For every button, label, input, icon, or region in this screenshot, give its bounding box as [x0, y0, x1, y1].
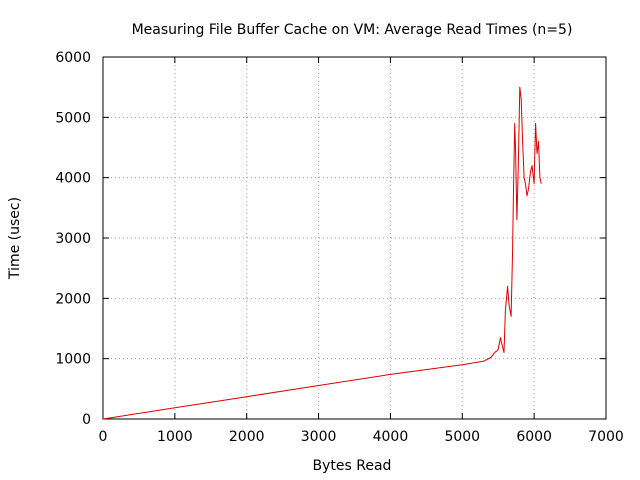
chart-title: Measuring File Buffer Cache on VM: Avera…	[132, 22, 573, 38]
x-tick-label: 5000	[444, 429, 480, 445]
x-tick-label: 1000	[157, 429, 193, 445]
x-tick-label: 4000	[373, 429, 409, 445]
x-tick-label: 7000	[588, 429, 624, 445]
grid	[103, 57, 606, 419]
y-tick-label: 5000	[55, 110, 91, 126]
y-tick-label: 1000	[55, 352, 91, 368]
y-axis-label: Time (usec)	[7, 197, 23, 280]
plot-border	[102, 56, 607, 420]
series-line	[102, 86, 542, 420]
x-tick-label: 0	[99, 429, 108, 445]
y-tick-label: 6000	[55, 50, 91, 66]
y-tick-label: 3000	[55, 231, 91, 247]
x-tick-label: 2000	[229, 429, 265, 445]
y-tick-label: 2000	[55, 291, 91, 307]
x-axis-label: Bytes Read	[313, 458, 392, 474]
x-tick-label: 3000	[301, 429, 337, 445]
y-tick-label: 4000	[55, 171, 91, 187]
y-tick-label: 0	[82, 412, 91, 428]
series-layer	[102, 86, 542, 420]
ticks: 0 1000 2000 3000 4000 5000 6000 7000 0 1000 2000 30…	[55, 50, 623, 445]
x-tick-label: 6000	[516, 429, 552, 445]
